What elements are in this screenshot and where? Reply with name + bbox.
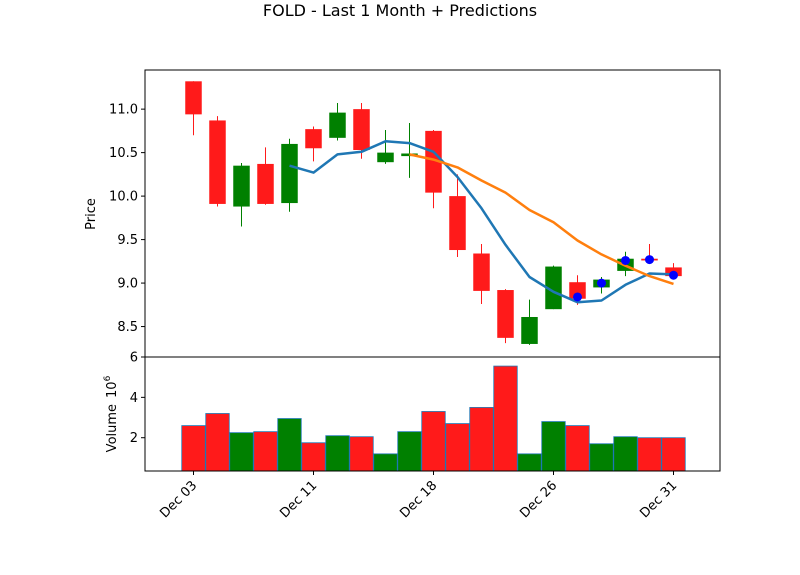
candle-body [425,130,442,193]
chart-title: FOLD - Last 1 Month + Predictions [263,1,537,20]
volume-ytick-label: 2 [130,431,138,446]
volume-bar [205,413,230,472]
volume-ytick-label: 4 [130,391,138,406]
volume-bar [277,418,302,472]
volume-ylabel-text: Volume [105,404,120,452]
series-line-2 [409,153,674,286]
volume-bar [613,436,638,472]
prediction-point [645,255,654,265]
candle [233,163,250,227]
xtick-label: Dec 03 [157,478,200,521]
candle [281,138,298,212]
price-ytick-label: 10.0 [109,190,138,205]
volume-bar [589,443,614,472]
volume-bar [565,425,590,472]
candle [545,265,562,310]
candle-body [305,129,322,149]
volume-bar [421,411,446,472]
candle-body [329,112,346,138]
xtick-label: Dec 18 [397,478,440,521]
volume-bar [325,435,350,472]
volume-panel: 246 Volume106 [103,351,721,472]
x-axis: Dec 03 Dec 11 Dec 18 Dec 26 Dec 31 [157,471,680,521]
prediction-point [597,278,606,288]
volume-ylabel-sup: 6 [103,375,113,381]
price-plot-area [145,70,720,357]
candle [353,103,370,159]
candle [425,130,442,209]
volume-bar [445,423,470,472]
candle [377,130,394,164]
candle [329,103,346,141]
candle-body [545,266,562,310]
candle-body [185,81,202,115]
candle-body [497,290,514,338]
volume-bar [661,437,686,472]
candle-body [377,152,394,163]
volume-ylabel: Volume 106 [103,375,120,452]
candle-body [569,282,586,299]
candle [449,174,466,257]
prediction-point [573,292,582,302]
candle-body [257,163,274,204]
candle-body [521,316,538,344]
candle [257,147,274,205]
candle-body [281,143,298,204]
series-line-1 [289,140,674,304]
candle [185,81,202,136]
volume-frame [144,356,721,472]
volume-bar [541,421,566,472]
volume-bar [469,407,494,472]
price-ytick-label: 11.0 [109,103,138,118]
volume-bar [397,431,422,472]
volume-bar [181,425,206,472]
volume-bar [253,431,278,472]
volume-bar [301,442,326,472]
candle [209,116,226,207]
candle-body [209,120,226,204]
candle-body [233,165,250,207]
candle [497,289,514,344]
volume-bar [349,436,374,472]
price-ytick-label: 10.5 [109,146,138,161]
volume-bar [637,437,662,472]
volume-ytick-label: 6 [130,351,138,366]
candle-body [353,109,370,151]
xtick-label: Dec 26 [517,478,560,521]
xtick-label: Dec 31 [637,478,680,521]
volume-bar [517,453,542,472]
prediction-point [669,270,678,280]
volume-bar [493,365,518,472]
prediction-point [621,255,630,265]
volume-bar [229,432,254,472]
price-ylabel: Price [84,198,99,230]
price-ytick-label: 8.5 [117,320,138,335]
price-ytick-label: 9.0 [117,277,138,292]
price-ytick-label: 9.5 [117,233,138,248]
volume-bar [373,453,398,472]
price-panel: 8.5 9.0 9.5 10.0 10.5 11.0 Price [84,69,721,358]
candle-body [449,196,466,251]
candle [305,126,322,162]
candle [473,243,490,304]
volume-ylabel-exp: 10 [105,381,120,398]
candle [521,299,538,345]
xtick-label: Dec 11 [277,478,320,521]
candle-body [473,253,490,291]
